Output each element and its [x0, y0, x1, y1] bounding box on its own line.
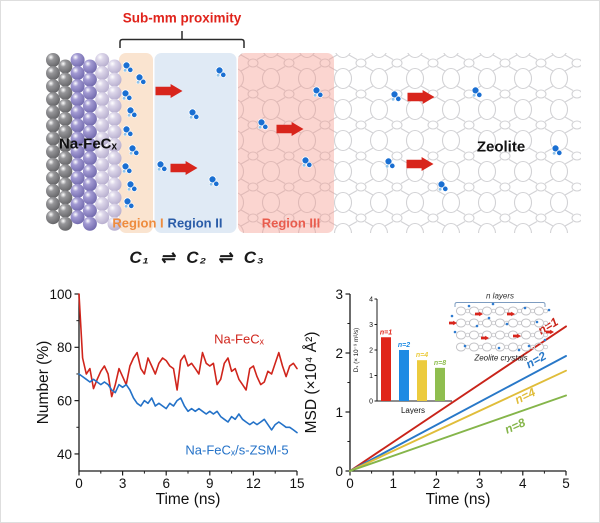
svg-text:n=4: n=4: [416, 352, 428, 359]
svg-text:0: 0: [335, 464, 343, 479]
zeolite-crystal-grid: [449, 302, 554, 352]
svg-text:Time (ns): Time (ns): [426, 491, 491, 508]
svg-text:1: 1: [369, 373, 373, 380]
equilibrium-equation: C₁ ⇌ C₂ ⇌ C₃: [129, 248, 265, 267]
svg-text:2: 2: [369, 348, 373, 355]
svg-text:3: 3: [335, 287, 343, 302]
region-2-label: Region II: [167, 215, 223, 231]
svg-text:Layers: Layers: [401, 406, 425, 414]
diffusivity-bar-plot: 0 1 2 3 4 n=1 n=2 n=4 n=8 Layers Dₛ (× 10⁻⁹ m²/s): [353, 297, 452, 415]
svg-text:Time (ns): Time (ns): [156, 491, 221, 508]
svg-text:12: 12: [246, 476, 261, 491]
svg-text:100: 100: [49, 287, 72, 302]
svg-text:0: 0: [369, 399, 373, 406]
n-layers-label: n layers: [485, 291, 515, 301]
n-layers-bracket: [454, 302, 546, 307]
series-label-na-fecx: Na-FeCₓ: [214, 331, 264, 347]
svg-text:3: 3: [476, 476, 484, 491]
svg-text:Number (%): Number (%): [36, 341, 52, 425]
svg-text:60: 60: [57, 393, 72, 408]
crystal-label: Na-FeCₓ: [58, 135, 118, 153]
proximity-bracket: [119, 31, 245, 48]
svg-text:2: 2: [433, 476, 441, 491]
na-fecx-crystal: [46, 53, 122, 231]
svg-text:40: 40: [57, 447, 72, 462]
svg-text:80: 80: [57, 340, 72, 355]
svg-text:6: 6: [162, 476, 170, 491]
zeolite-layers-inset: n layers Zeolite crystals: [449, 288, 589, 368]
svg-text:0: 0: [346, 476, 354, 491]
diffusion-arrows: [155, 84, 435, 175]
svg-text:Dₛ (× 10⁻⁹ m²/s): Dₛ (× 10⁻⁹ m²/s): [353, 328, 360, 373]
svg-text:9: 9: [206, 476, 214, 491]
number-vs-time-plot: 0 3 6 9 12 15 40 60 80 100 Time (ns) Number (%): [35, 287, 305, 508]
region-1-label: Region I: [112, 215, 164, 231]
proximity-label: Sub-mm proximity: [122, 10, 242, 26]
svg-text:n=2: n=2: [398, 342, 410, 349]
svg-text:1: 1: [335, 405, 343, 420]
series-label-na-fecx-zsm5: Na-FeCₓ/s-ZSM-5: [185, 442, 289, 458]
svg-text:4: 4: [519, 476, 527, 491]
svg-text:4: 4: [369, 297, 373, 304]
number-vs-time-chart: 0 3 6 9 12 15 40 60 80 100 Time (ns) Number (%) Na-…: [35, 284, 308, 522]
svg-text:MSD (×10⁴ Å²): MSD (×10⁴ Å²): [303, 332, 320, 434]
svg-text:3: 3: [119, 476, 127, 491]
svg-text:5: 5: [562, 476, 570, 491]
svg-text:n=8: n=8: [434, 360, 446, 367]
zeolite-label: Zeolite: [476, 138, 526, 156]
svg-text:3: 3: [369, 322, 373, 329]
region-3-label: Region III: [261, 215, 321, 231]
schematic-diagram: [46, 31, 581, 233]
zeolite-crystals-label: Zeolite crystals: [474, 353, 528, 363]
svg-text:2: 2: [335, 346, 343, 361]
svg-text:1: 1: [389, 476, 397, 491]
svg-text:15: 15: [289, 476, 304, 491]
msd-vs-time-chart: 0 1 2 3 4 5 0 1 2 3 Time (ns) MSD (×10⁴ Å²) n=1 n=2…: [301, 284, 599, 522]
diffusing-molecules: [121, 61, 563, 209]
diffusivity-inset-chart: 0 1 2 3 4 n=1 n=2 n=4 n=8 Layers Dₛ (× 10⁻⁹ m²/s): [351, 290, 463, 415]
svg-text:n=1: n=1: [380, 329, 392, 336]
svg-text:0: 0: [75, 476, 83, 491]
region-bands: [119, 53, 581, 233]
